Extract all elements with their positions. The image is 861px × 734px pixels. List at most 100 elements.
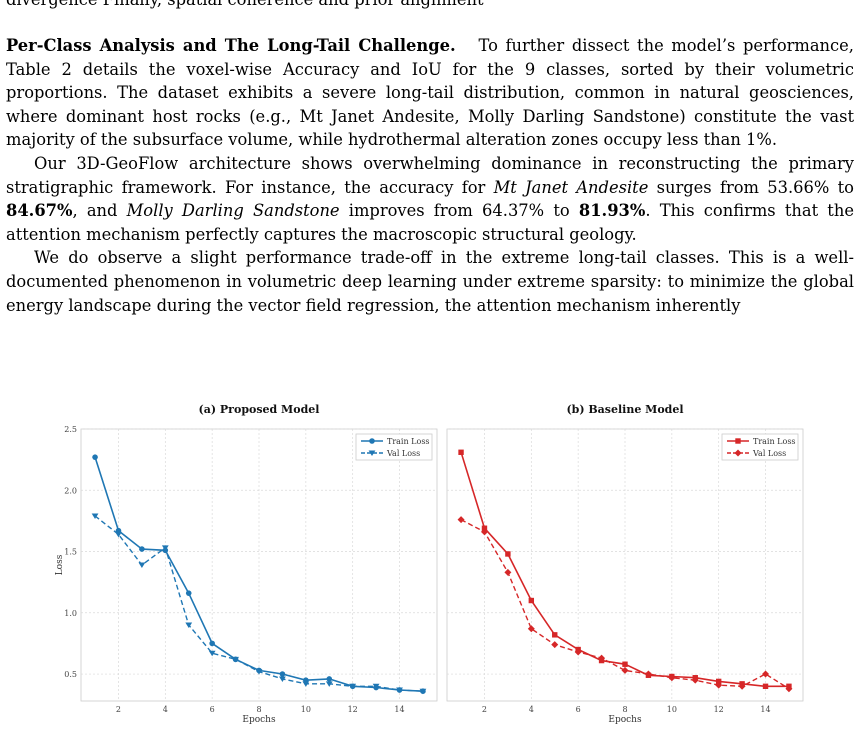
series-line-val: [460, 519, 790, 690]
x-tick-label: 2: [116, 705, 121, 714]
data-point: [528, 597, 535, 604]
data-point: [668, 674, 676, 682]
paragraph-3: We do observe a slight performance trade…: [6, 246, 854, 317]
p2-text-4: improves from 64.37% to: [339, 201, 579, 221]
x-tick-label: 4: [529, 705, 534, 714]
x-tick-label: 6: [210, 705, 215, 714]
data-point: [185, 622, 193, 629]
chart-title: (b) Baseline Model: [566, 403, 683, 416]
y-axis-label: Loss: [55, 554, 65, 575]
data-point: [115, 531, 122, 538]
legend-val-label: Val Loss: [386, 449, 420, 458]
data-point: [255, 669, 263, 675]
data-point: [504, 568, 512, 576]
x-tick-label: 10: [301, 705, 311, 714]
x-axis-ticks: 2 4 6 8 10 12 14: [482, 705, 771, 714]
x-tick-label: 14: [760, 705, 770, 714]
p2-text-5: . This confirms that the attention mecha…: [6, 201, 854, 244]
series-group: [91, 454, 427, 695]
panel-baseline: (b) Baseline Model 2 4 6 8 10 12 14 Epochs Tra…: [446, 403, 804, 725]
y-axis-ticks: 0.5 1.0 1.5 2.0 2.5: [64, 425, 77, 679]
p2-italic-1: Mt Janet Andesite: [493, 177, 649, 197]
data-point: [622, 661, 628, 667]
legend-val-marker: [734, 449, 742, 457]
cut-off-text: divergence Finally, spatial coherence an…: [6, 0, 484, 9]
paragraph-heading: Per-Class Analysis and The Long-Tail Cha…: [6, 36, 456, 55]
x-tick-label: 12: [714, 705, 724, 714]
chart-title: (a) Proposed Model: [199, 403, 320, 416]
data-point: [738, 682, 746, 690]
data-point: [209, 640, 215, 647]
data-point: [185, 590, 192, 596]
p2-text-3: , and: [72, 201, 127, 221]
data-point: [762, 683, 769, 689]
y-tick-label: 1.0: [64, 609, 77, 618]
legend-val-label: Val Loss: [752, 449, 786, 458]
y-tick-label: 0.5: [64, 670, 77, 679]
data-point: [457, 516, 465, 524]
x-tick-label: 10: [667, 705, 677, 714]
p2-bold-1: 84.67%: [6, 201, 73, 221]
body-text: divergence Finally, spatial coherence an…: [6, 0, 854, 317]
x-tick-label: 8: [256, 705, 261, 714]
data-point: [505, 551, 511, 557]
data-point: [691, 676, 699, 684]
y-tick-label: 1.5: [64, 548, 77, 557]
legend-box: [355, 433, 433, 461]
x-axis-label: Epochs: [608, 715, 642, 725]
legend-box: [721, 433, 799, 461]
paragraph-3-body: We do observe a slight performance trade…: [6, 248, 854, 315]
legend: Train Loss Val Loss: [721, 433, 799, 461]
data-point: [785, 685, 793, 693]
data-point: [372, 683, 380, 690]
data-point: [138, 562, 146, 568]
legend-val-marker: [368, 450, 376, 456]
p2-text-1: Our 3D-GeoFlow architecture shows overwh…: [6, 153, 854, 197]
x-tick-label: 12: [348, 705, 358, 714]
data-point: [161, 545, 169, 551]
x-tick-label: 14: [394, 705, 404, 714]
data-point: [91, 513, 99, 519]
x-axis-label: Epochs: [242, 715, 276, 725]
data-point: [302, 681, 310, 687]
grid: [447, 428, 803, 701]
data-point: [325, 681, 333, 687]
data-point: [574, 648, 582, 656]
paragraph-2: Our 3D-GeoFlow architecture shows overwh…: [6, 152, 854, 246]
data-point: [458, 449, 464, 455]
data-point: [326, 676, 333, 682]
p2-italic-2: Molly Darling Sandstone: [126, 201, 340, 221]
data-point: [762, 670, 770, 678]
p2-bold-2: 81.93%: [578, 201, 646, 221]
paragraph-1: Per-Class Analysis and The Long-Tail Cha…: [6, 34, 854, 152]
data-point: [279, 676, 286, 682]
x-tick-label: 4: [163, 705, 168, 714]
series-group: [457, 449, 793, 693]
legend-train-label: Train Loss: [753, 437, 796, 446]
data-point: [419, 688, 427, 695]
data-point: [621, 666, 629, 674]
data-point: [396, 687, 403, 693]
legend-train-marker: [735, 438, 741, 444]
data-point: [480, 528, 488, 536]
data-point: [715, 681, 723, 689]
legend-train-label: Train Loss: [387, 437, 430, 446]
legend-train-marker: [369, 438, 375, 444]
cut-off-line: divergence Finally, spatial coherence an…: [6, 0, 854, 20]
panel-proposed: (a) Proposed Model 2 4 6 8 10 12 14 0.5 1.0 1.5 2…: [55, 403, 438, 725]
data-point: [208, 650, 216, 657]
data-point: [598, 654, 606, 662]
p2-text-2: surges from 53.66% to: [648, 177, 854, 197]
y-tick-label: 2.0: [64, 486, 77, 495]
x-axis-ticks: 2 4 6 8 10 12 14: [116, 705, 405, 714]
data-point: [644, 670, 652, 678]
loss-curves-figure: (a) Proposed Model 2 4 6 8 10 12 14 0.5 1.0 1.5 2…: [55, 403, 804, 725]
data-point: [139, 546, 145, 552]
x-tick-label: 2: [482, 705, 487, 714]
legend: Train Loss Val Loss: [355, 433, 433, 461]
y-tick-label: 2.5: [64, 425, 77, 434]
data-point: [551, 641, 559, 649]
data-point: [92, 454, 98, 460]
paragraph-1-body: To further dissect the model’s performan…: [6, 36, 854, 150]
